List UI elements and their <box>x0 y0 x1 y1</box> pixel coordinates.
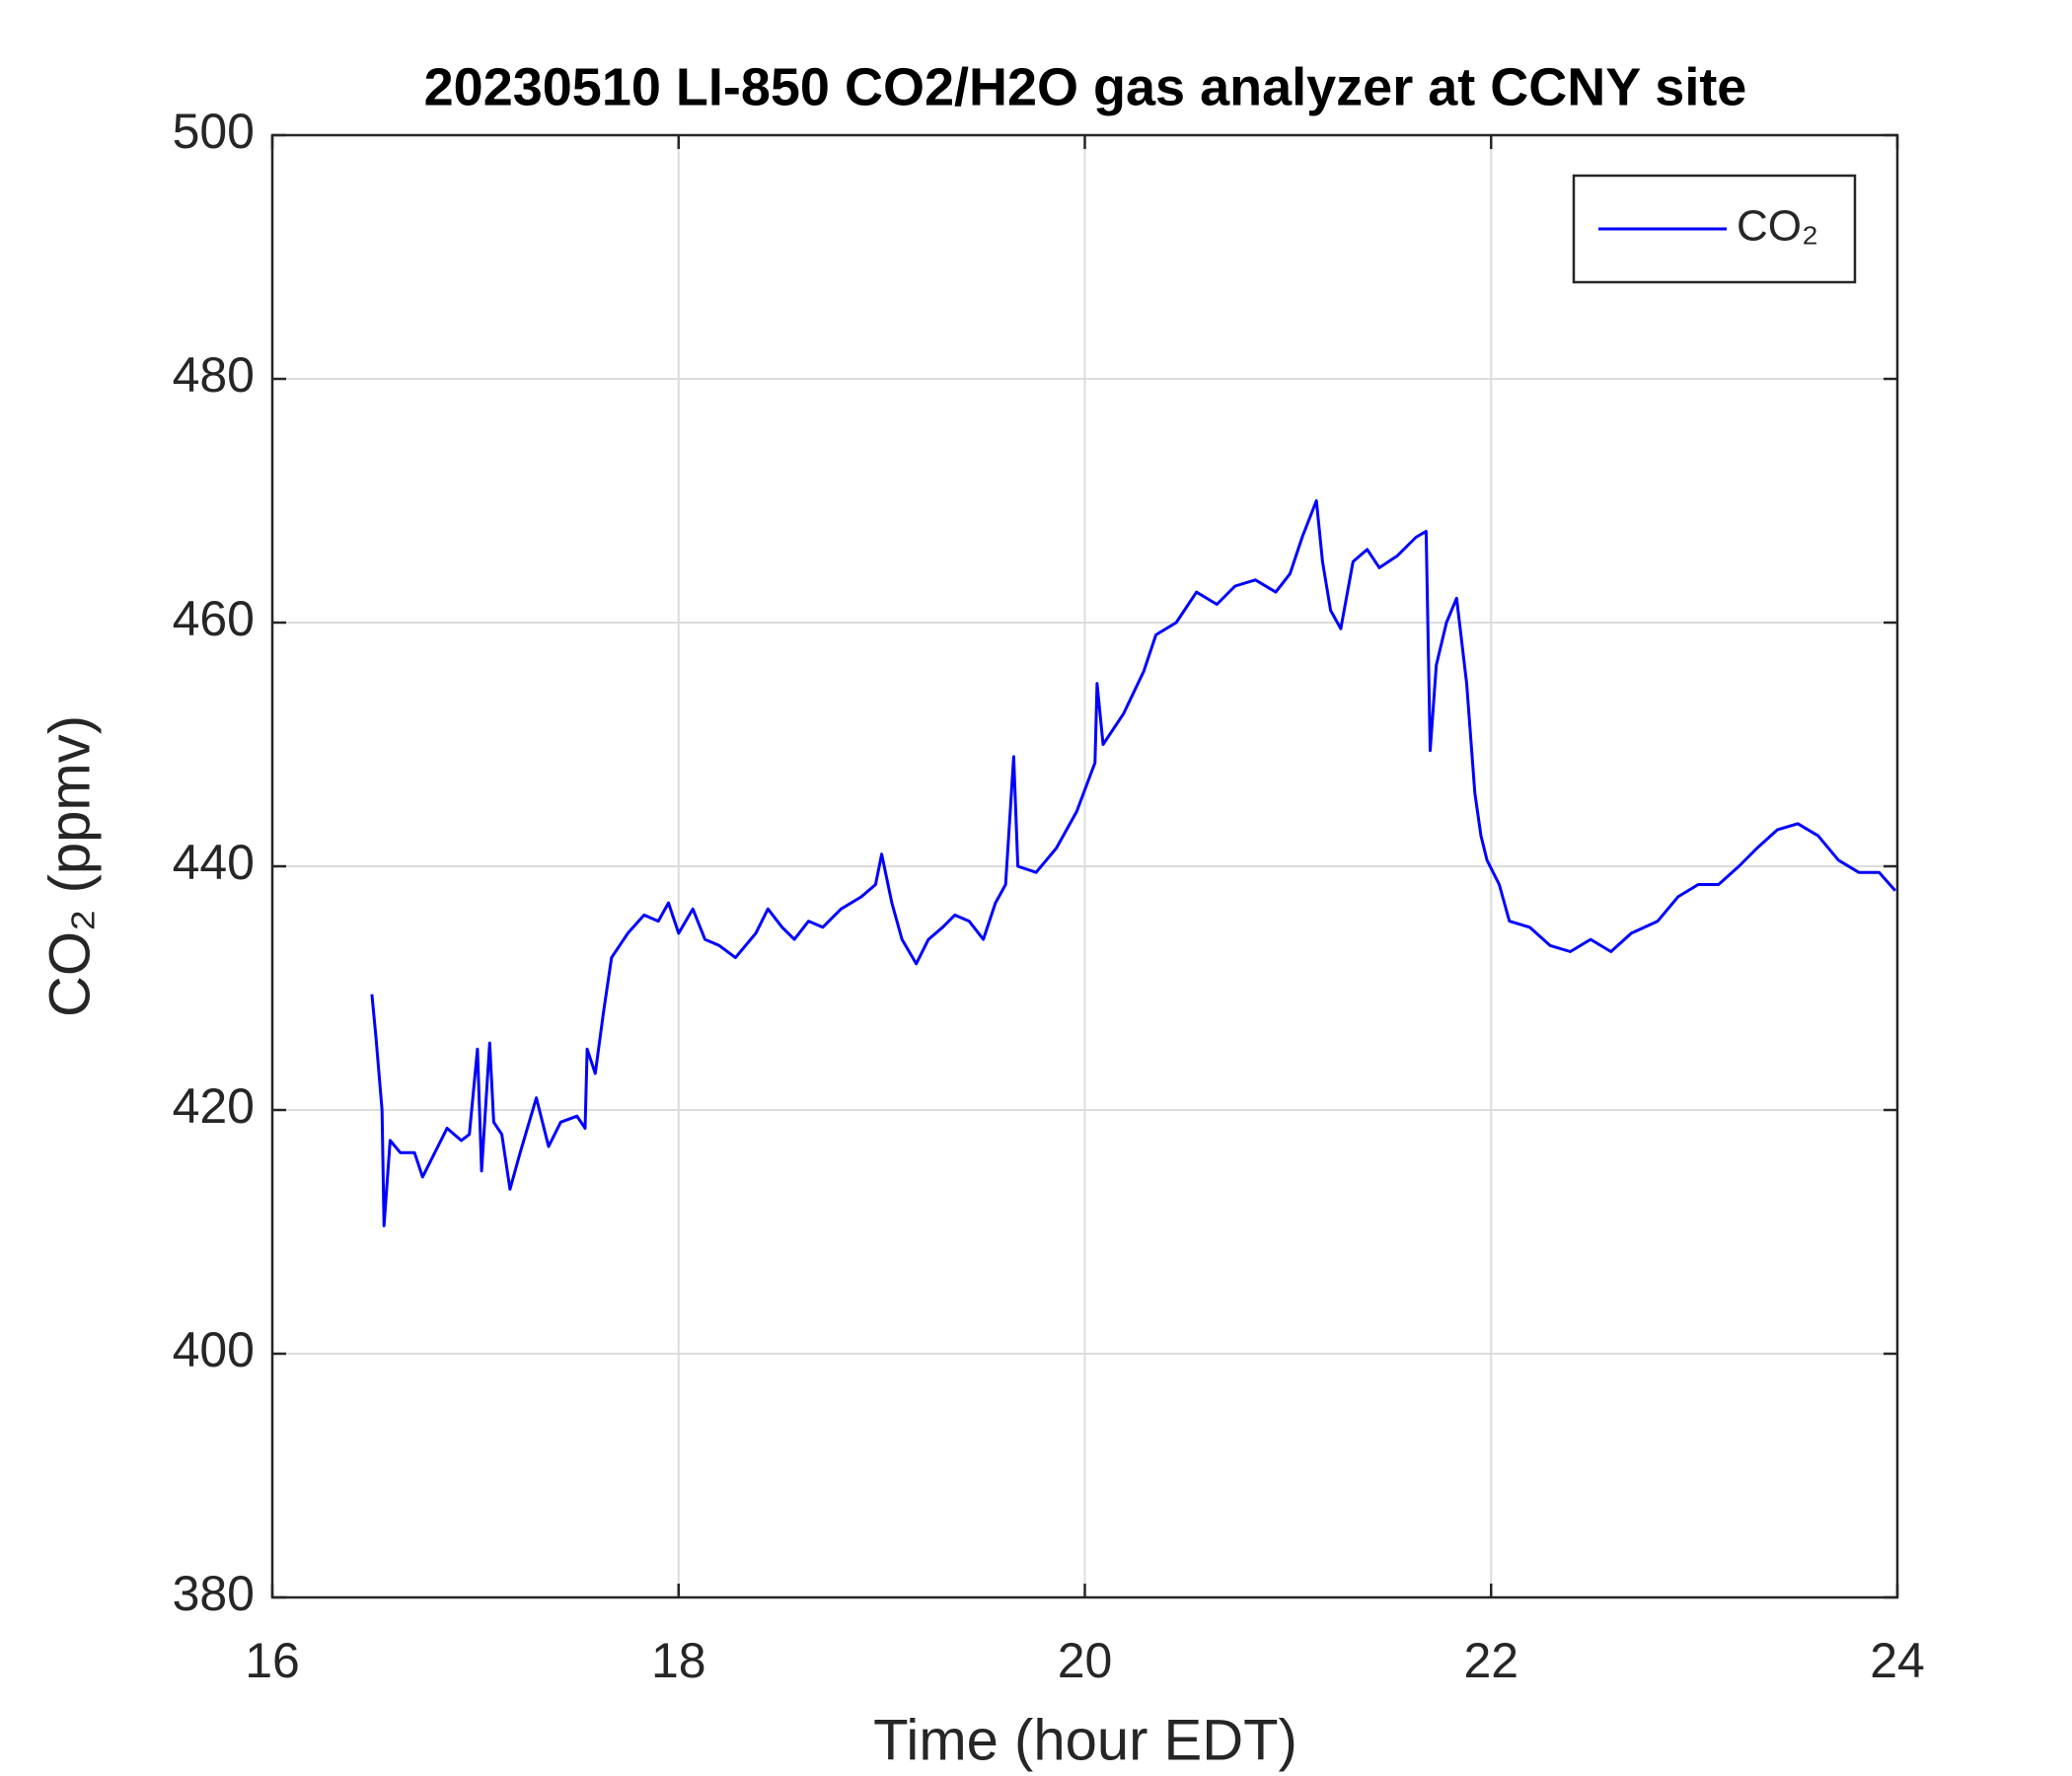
x-axis-label: Time (hour EDT) <box>873 1708 1297 1772</box>
legend: CO₂ <box>1572 174 1857 284</box>
x-tick-label: 22 <box>1463 1633 1518 1688</box>
y-tick-label: 440 <box>173 835 255 890</box>
plot-area <box>370 499 1897 1227</box>
y-tick-label: 480 <box>173 347 255 403</box>
y-tick-label: 420 <box>173 1078 255 1134</box>
y-tick-label: 380 <box>173 1566 255 1621</box>
x-tick-label: 18 <box>651 1633 706 1688</box>
axes-box <box>270 133 1899 1599</box>
chart-title: 20230510 LI-850 CO2/H2O gas analyzer at … <box>424 57 1747 116</box>
x-tick-label: 24 <box>1870 1633 1925 1688</box>
data-line <box>370 499 1897 1227</box>
x-tick-label: 16 <box>245 1633 300 1688</box>
y-tick-label: 460 <box>173 591 255 646</box>
y-axis-label: CO₂ (ppmv) <box>37 715 102 1017</box>
ticks: 380 400 420 440 460 480 500 16 18 20 22 24 <box>173 104 1925 1688</box>
y-tick-label: 400 <box>173 1322 255 1377</box>
legend-label: CO₂ <box>1737 202 1818 251</box>
x-tick-label: 20 <box>1058 1633 1113 1688</box>
y-tick-label: 500 <box>173 104 255 159</box>
